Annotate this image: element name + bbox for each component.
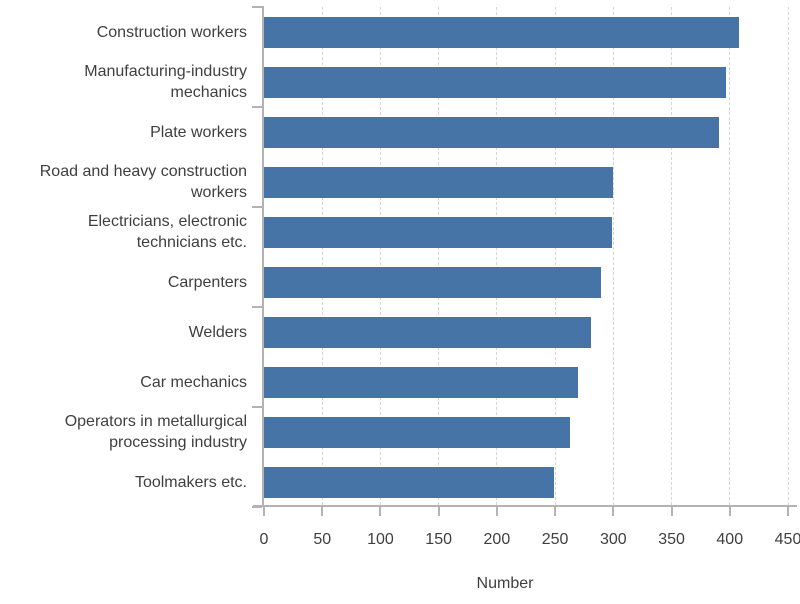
category-label-6: Welders: [188, 323, 247, 341]
x-axis-tick-250: [554, 507, 557, 516]
bar-4: [264, 216, 613, 248]
bar-5: [264, 266, 601, 298]
gridline-300: [612, 7, 614, 505]
gridline-350: [671, 7, 673, 505]
gridline-200: [496, 7, 498, 505]
bar-7: [264, 366, 579, 398]
x-axis-tick-label-250: 250: [541, 531, 569, 548]
gridline-150: [438, 7, 440, 505]
y-axis-tick: [252, 506, 262, 508]
category-label-3: Road and heavy construction workers: [39, 163, 247, 201]
category-label-9: Toolmakers etc.: [134, 473, 247, 491]
bar-2: [264, 116, 720, 148]
gridline-450: [787, 7, 789, 505]
x-axis-line: [253, 505, 797, 507]
x-axis-tick-300: [612, 507, 615, 516]
x-axis-tick-150: [437, 507, 440, 516]
x-axis-title: Number: [476, 575, 534, 592]
y-axis-tick: [252, 106, 262, 108]
x-axis-tick-label-200: 200: [483, 531, 511, 548]
gridline-100: [379, 7, 381, 505]
y-axis-tick: [252, 406, 262, 408]
x-axis-tick-400: [728, 507, 731, 516]
gridline-250: [554, 7, 556, 505]
x-axis-tick-450: [787, 507, 789, 516]
category-label-1: Manufacturing-industry mechanics: [84, 63, 247, 101]
x-axis-tick-label-100: 100: [367, 531, 394, 548]
category-label-2: Plate workers: [150, 123, 247, 141]
category-label-7: Car mechanics: [140, 373, 247, 391]
y-axis-line: [262, 6, 264, 505]
x-axis-tick-100: [379, 507, 382, 516]
x-axis-tick-label-350: 350: [658, 531, 685, 548]
category-axis-labels: Construction workers Manufacturing-indust…: [0, 7, 251, 507]
bar-0: [264, 16, 740, 48]
gridline-400: [729, 7, 731, 505]
plot-area: [264, 7, 789, 505]
y-axis-tick: [252, 306, 262, 308]
gridline-50: [321, 7, 323, 505]
bar-6: [264, 316, 592, 348]
y-axis-tick: [252, 6, 262, 8]
bar-3: [264, 166, 614, 198]
x-axis-tick-label-0: 0: [259, 531, 269, 548]
x-axis-tick-0: [263, 507, 265, 516]
x-axis-tick-label-150: 150: [425, 531, 452, 548]
category-label-8: Operators in metallurgical processing in…: [64, 413, 247, 451]
y-axis-tick: [252, 206, 262, 208]
x-axis-tick-350: [670, 507, 673, 516]
x-axis-tick-label-300: 300: [599, 531, 627, 548]
bar-1: [264, 66, 727, 98]
bar-8: [264, 416, 571, 448]
x-axis-tick-label-50: 50: [313, 531, 332, 548]
x-axis-tick-label-450: 450: [774, 531, 800, 548]
x-axis-tick-200: [495, 507, 498, 516]
category-label-0: Construction workers: [96, 23, 247, 41]
x-axis-tick-label-400: 400: [716, 531, 744, 548]
category-label-5: Carpenters: [167, 273, 247, 291]
x-axis-tick-50: [321, 507, 324, 516]
bar-9: [264, 466, 554, 498]
category-label-4: Electricians, electronic technicians etc…: [87, 213, 247, 251]
